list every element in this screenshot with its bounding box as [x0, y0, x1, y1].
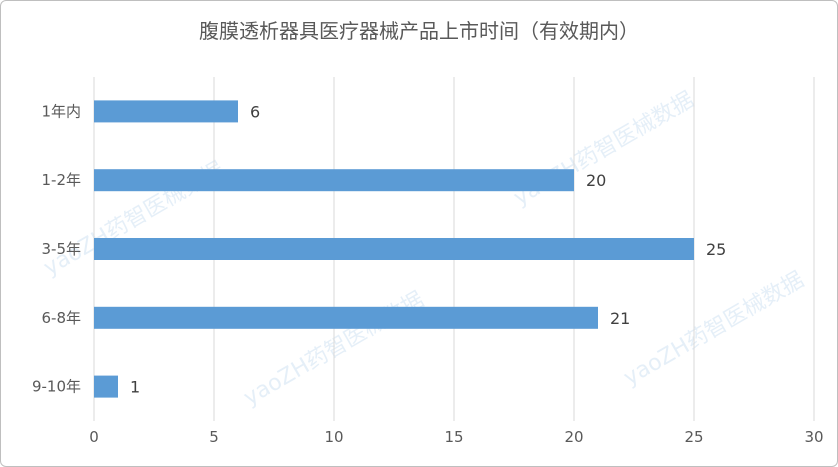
y-tick-label: 1年内 [41, 102, 81, 120]
bar [94, 238, 694, 260]
y-tick-label: 1-2年 [42, 171, 82, 189]
data-label: 20 [586, 171, 606, 190]
bar [94, 100, 238, 123]
x-tick-label: 20 [564, 428, 583, 446]
x-tick-label: 10 [324, 428, 343, 446]
bar [94, 375, 118, 398]
x-tick-label: 25 [684, 428, 703, 446]
bar [94, 169, 574, 192]
y-tick-label: 9-10年 [32, 378, 81, 396]
data-label: 21 [610, 309, 630, 328]
x-tick-label: 15 [444, 428, 463, 446]
data-label: 1 [130, 378, 140, 397]
bar [94, 306, 598, 329]
y-tick-label: 6-8年 [42, 309, 82, 327]
x-tick-label: 30 [804, 428, 823, 446]
y-tick-label: 3-5年 [42, 240, 82, 258]
data-label: 25 [706, 240, 726, 259]
data-label: 6 [250, 102, 260, 121]
x-tick-label: 5 [209, 428, 219, 446]
x-tick-label: 0 [89, 428, 99, 446]
chart-title: 腹膜透析器具医疗器械产品上市时间（有效期内） [199, 19, 639, 43]
